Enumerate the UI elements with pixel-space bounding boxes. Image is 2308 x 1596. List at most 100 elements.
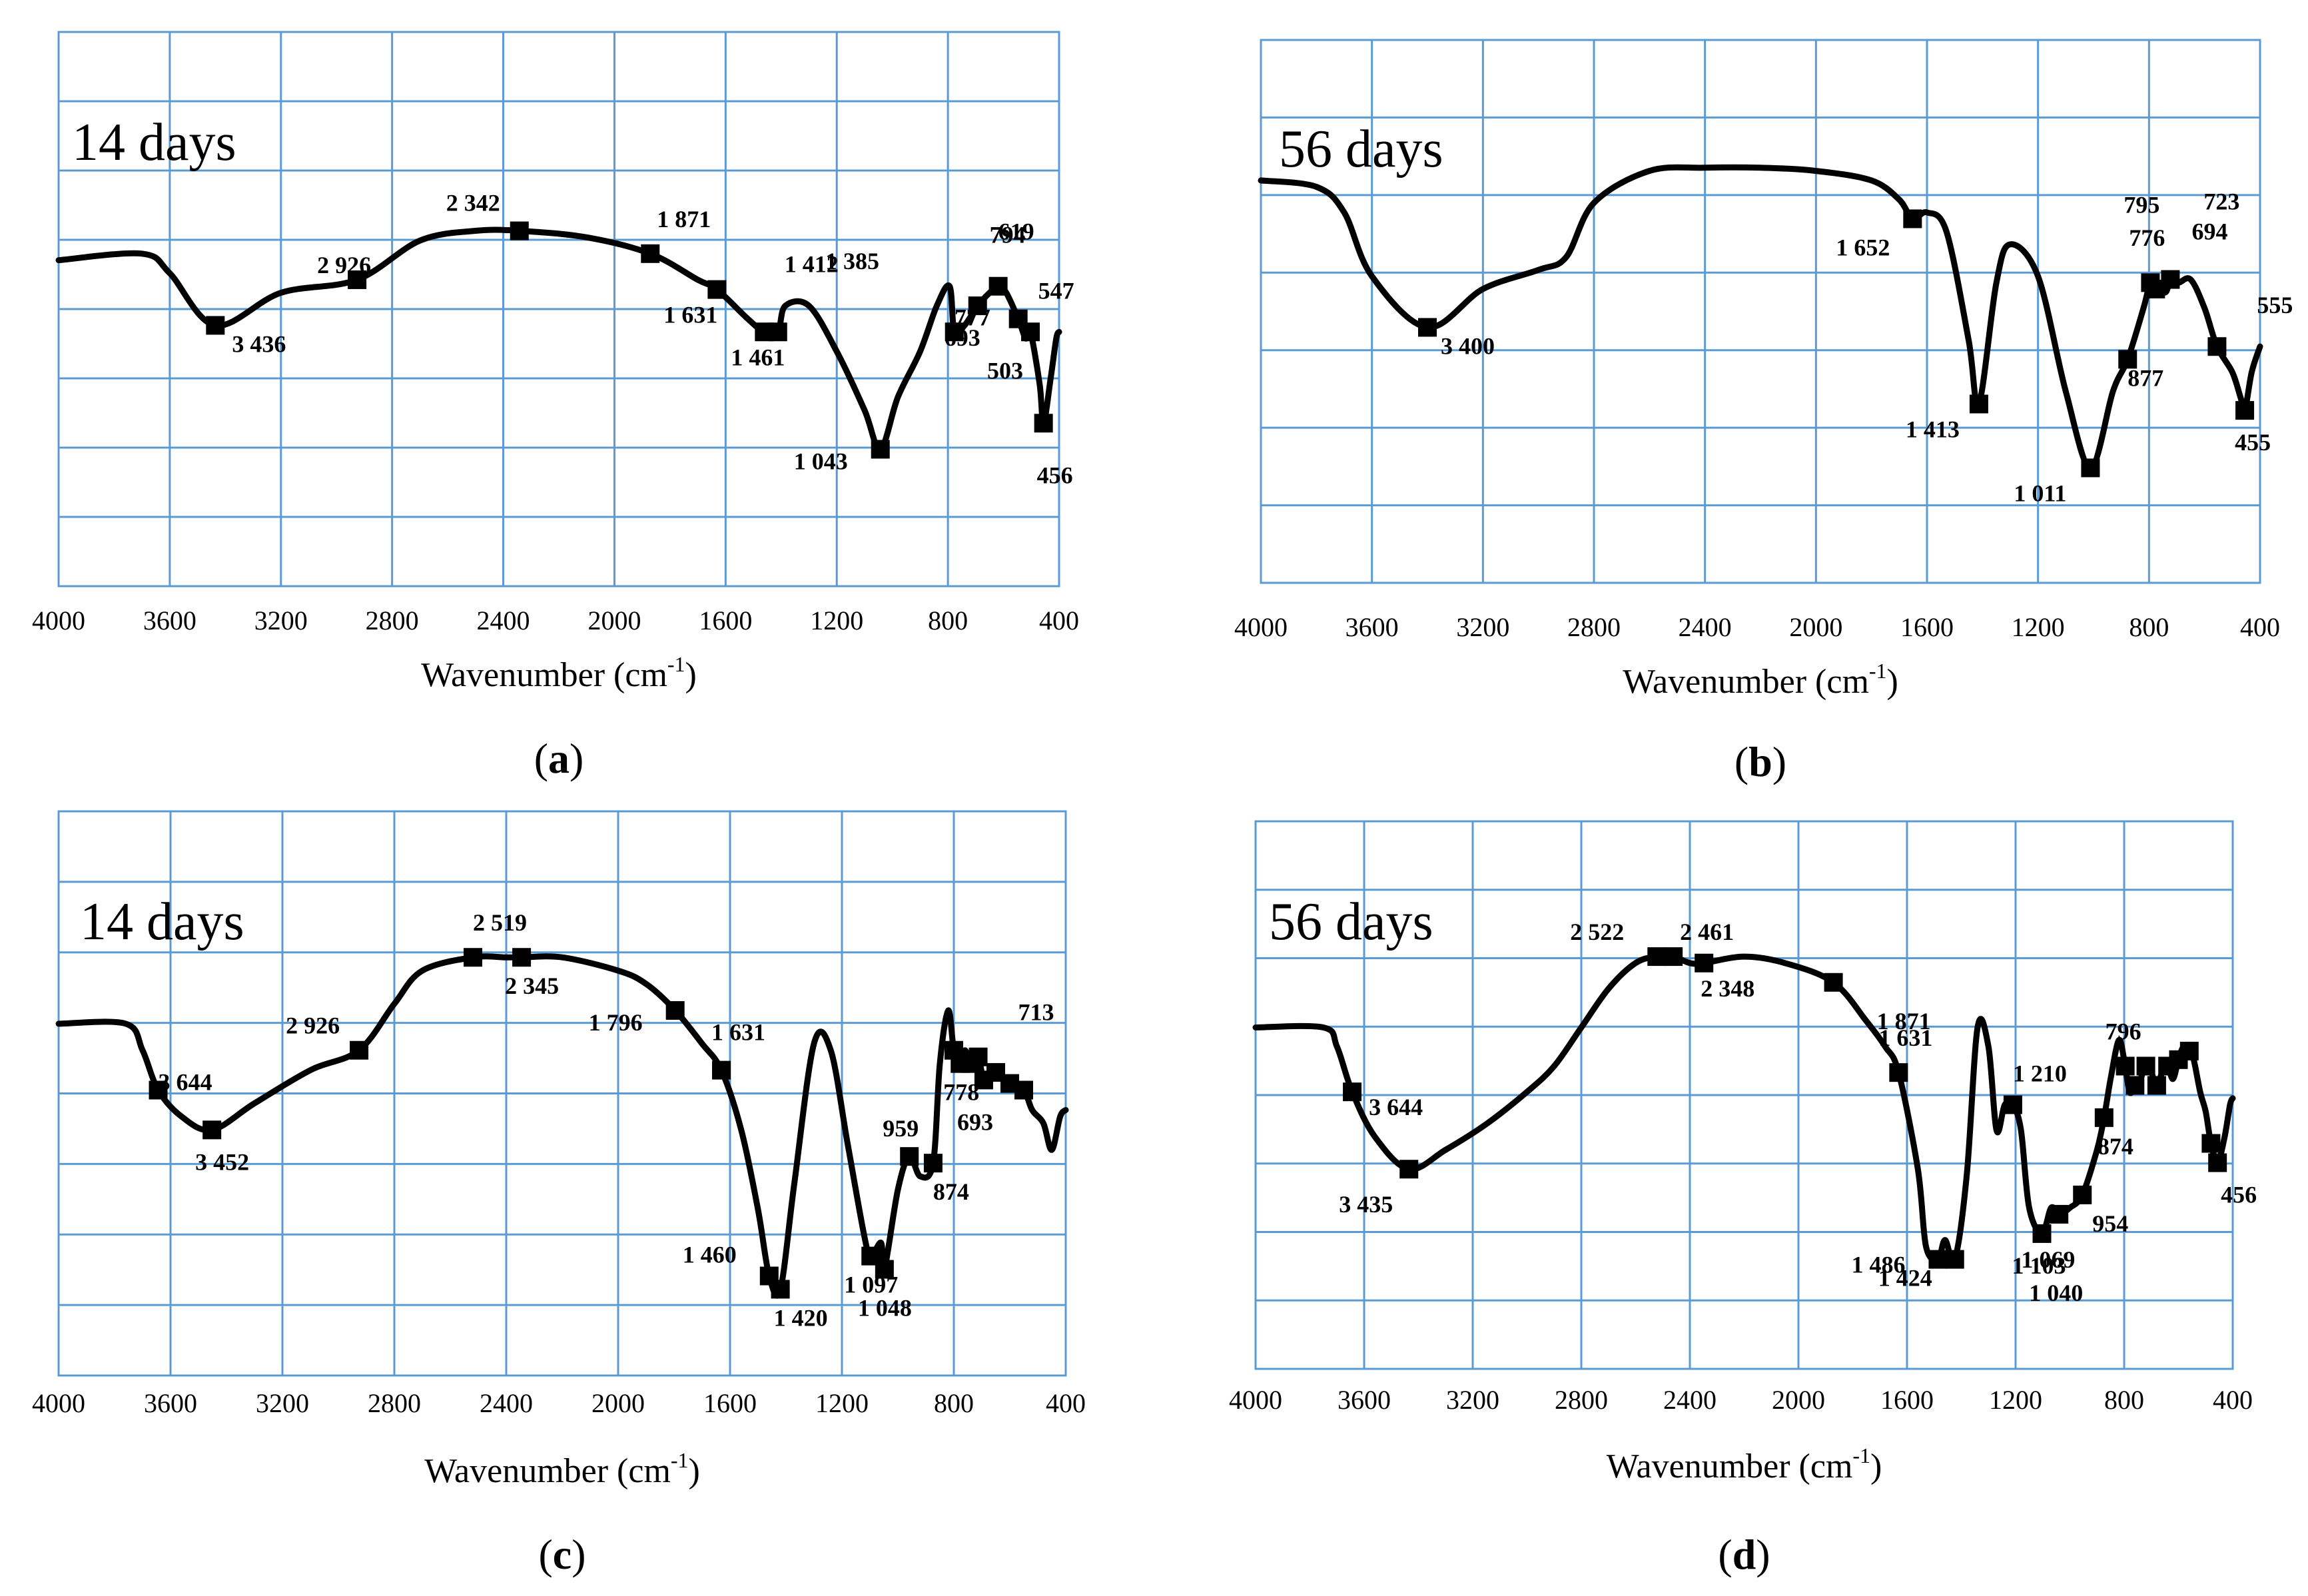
x-tick-label: 1600	[703, 1388, 757, 1418]
panel-caption: (c)	[538, 1531, 585, 1578]
peak-marker	[464, 948, 483, 967]
panel-d: 4000 3600 3200 2800 2400 2000 1600 1200 800 400 Wa…	[1229, 820, 2257, 1578]
x-tick-label: 2000	[591, 1388, 645, 1418]
x-tick-label: 2800	[1555, 1385, 1608, 1415]
panel-c: 4000 3600 3200 2800 2400 2000 1600 1200 800 400 Wa…	[32, 810, 1086, 1578]
peak-marker	[1903, 209, 1922, 228]
x-axis-label: Wavenumber (cm-1)	[1607, 1443, 1882, 1485]
peak-label: 1 871	[1877, 1008, 1931, 1034]
peak-marker	[1343, 1082, 1362, 1102]
peak-label: 776	[2129, 224, 2165, 251]
peak-marker	[2094, 1108, 2114, 1127]
peak-label: 555	[2257, 292, 2293, 318]
peak-label: 723	[2203, 189, 2239, 215]
peak-marker	[2147, 1076, 2166, 1095]
peak-label: 2 348	[1701, 975, 1754, 1002]
peak-marker	[2136, 1056, 2155, 1076]
peak-label: 1 040	[2029, 1280, 2083, 1306]
peak-marker	[2003, 1095, 2022, 1114]
x-tick-label: 400	[1046, 1388, 1086, 1418]
x-tick-label: 1600	[699, 605, 752, 635]
x-tick-label: 800	[934, 1388, 974, 1418]
peak-marker	[968, 296, 987, 316]
peak-marker	[968, 1047, 988, 1066]
x-tick-label: 1600	[1880, 1385, 1934, 1415]
peak-label: 693	[945, 324, 980, 351]
peak-label: 2 519	[473, 909, 527, 936]
peak-label: 2 342	[446, 190, 500, 216]
peak-marker	[2050, 1204, 2069, 1224]
peak-label: 2 461	[1680, 919, 1734, 945]
peak-marker	[2179, 1041, 2199, 1060]
peak-label: 1 097	[844, 1272, 898, 1298]
peak-marker	[1664, 947, 1683, 967]
peak-label: 619	[998, 218, 1034, 245]
peak-marker	[771, 1280, 790, 1299]
peak-label: 1 385	[825, 248, 879, 274]
x-tick-label: 3200	[1456, 612, 1509, 642]
peak-marker	[1889, 1063, 1908, 1082]
x-tick-label: 3200	[1446, 1385, 1499, 1415]
peak-label: 1 424	[1878, 1265, 1932, 1292]
panel-title: 14 days	[72, 113, 236, 172]
x-tick-label: 2400	[477, 605, 530, 635]
peak-marker	[900, 1147, 919, 1166]
peak-marker	[1945, 1250, 1964, 1269]
peak-marker	[149, 1080, 168, 1100]
peak-label: 2 522	[1570, 919, 1624, 945]
peak-label: 456	[1037, 462, 1073, 488]
peak-marker	[206, 316, 225, 335]
peak-marker	[988, 276, 1008, 296]
x-tick-label: 3200	[256, 1388, 309, 1418]
peak-marker	[350, 1040, 369, 1060]
peak-marker	[2161, 270, 2180, 289]
x-axis-label: Wavenumber (cm-1)	[1623, 659, 1898, 701]
peak-label: 1 043	[794, 448, 848, 474]
peak-marker	[1034, 414, 1053, 433]
x-tick-label: 2800	[366, 605, 419, 635]
peak-label: 1 460	[683, 1242, 737, 1268]
peak-marker	[2032, 1224, 2052, 1243]
x-tick-label: 4000	[1229, 1385, 1282, 1415]
x-tick-label: 2000	[587, 605, 641, 635]
peak-marker	[945, 322, 964, 342]
panel-title: 14 days	[80, 893, 244, 951]
peak-label: 778	[943, 1079, 979, 1106]
peak-label: 694	[2192, 218, 2228, 244]
peak-marker	[2116, 1056, 2135, 1076]
peak-marker	[2073, 1185, 2092, 1204]
peak-label: 3 435	[1339, 1191, 1393, 1218]
peak-label: 713	[1018, 999, 1054, 1026]
peak-label: 693	[957, 1108, 993, 1135]
x-tick-label: 1200	[2012, 612, 2065, 642]
peak-marker	[711, 1060, 731, 1080]
x-tick-label: 800	[2104, 1385, 2144, 1415]
peak-marker	[512, 948, 532, 967]
peak-label: 959	[883, 1115, 919, 1142]
x-tick-label: 4000	[32, 1388, 85, 1418]
panel-caption: (d)	[1718, 1531, 1770, 1578]
x-tick-label: 2800	[1567, 612, 1621, 642]
peak-label: 1 631	[711, 1019, 765, 1046]
peak-marker	[202, 1120, 222, 1140]
peak-label: 1 796	[589, 1009, 643, 1036]
x-tick-label: 1200	[810, 605, 863, 635]
peak-label: 2 345	[505, 973, 559, 999]
x-tick-label: 1200	[1989, 1385, 2042, 1415]
x-tick-label: 1600	[1900, 612, 1954, 642]
peak-label: 1 486	[1851, 1252, 1905, 1278]
x-tick-label: 800	[928, 605, 968, 635]
peak-label: 796	[2106, 1018, 2141, 1044]
x-tick-label: 2400	[1663, 1385, 1717, 1415]
x-tick-label: 400	[2213, 1385, 2253, 1415]
peak-marker	[1695, 953, 1714, 973]
x-tick-label: 2000	[1772, 1385, 1825, 1415]
peak-label: 1 652	[1836, 234, 1890, 260]
x-tick-label: 4000	[32, 605, 85, 635]
peak-marker	[923, 1154, 943, 1173]
peak-marker	[2125, 1076, 2145, 1095]
peak-label: 777	[955, 304, 990, 330]
peak-marker	[665, 1000, 685, 1020]
peak-marker	[2208, 1153, 2227, 1172]
